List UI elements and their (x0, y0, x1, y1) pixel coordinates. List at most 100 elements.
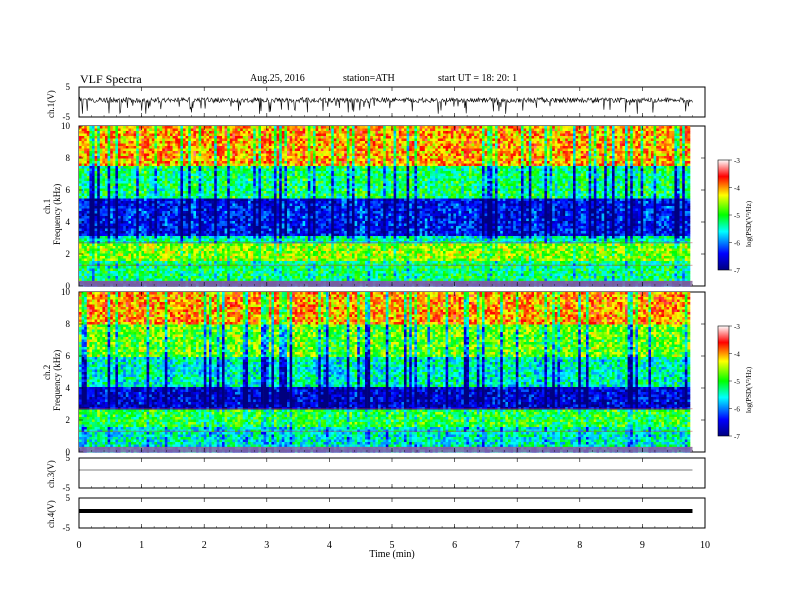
spectrogram-cell (230, 151, 233, 154)
spectrogram-cell (622, 146, 625, 149)
spectrogram-cell (544, 131, 547, 134)
spectrogram-cell (453, 156, 456, 159)
spectrogram-cell (500, 164, 503, 167)
spectrogram-cell (529, 159, 532, 162)
spectrogram-cell (490, 149, 493, 152)
spectrogram-cell (495, 136, 498, 139)
spectrogram-cell (633, 136, 636, 139)
spectrogram-cell (617, 151, 620, 154)
spectrogram-cell (368, 131, 371, 134)
spectrogram-cell (100, 139, 103, 142)
spectrogram-cell (552, 164, 555, 167)
spectrogram-cell (344, 156, 347, 159)
spectrogram-cell (235, 151, 238, 154)
spectrogram-cell (240, 146, 243, 149)
spectrogram-cell (565, 154, 568, 157)
spectrogram-cell (196, 136, 199, 139)
spectrogram-cell (248, 134, 251, 137)
spectrogram-cell (128, 139, 131, 142)
spectrogram-cell (256, 161, 259, 164)
spectrogram-cell (279, 144, 282, 147)
spectrogram-cell (154, 154, 157, 157)
spectrogram-cell (446, 139, 449, 142)
spectrogram-cell (326, 134, 329, 137)
spectrogram-cell (201, 166, 204, 169)
spectrogram-cell (170, 149, 173, 152)
spectrogram-cell (170, 159, 173, 162)
spectrogram-cell (113, 126, 116, 129)
spectrogram-cell (453, 134, 456, 137)
spectrogram-cell (274, 129, 277, 132)
spectrogram-cell (152, 154, 155, 157)
spectrogram-cell (144, 144, 147, 147)
spectrogram-cell (479, 141, 482, 144)
spectrogram-cell (347, 134, 350, 137)
spectrogram-cell (196, 161, 199, 164)
spectrogram-cell (264, 164, 267, 167)
spectrogram-cell (316, 129, 319, 132)
spectrogram-cell (87, 131, 90, 134)
spectrogram-cell (199, 144, 202, 147)
spectrogram-cell (646, 159, 649, 162)
spectrogram-cell (422, 156, 425, 159)
spectrogram-cell (375, 131, 378, 134)
spectrogram-cell (648, 156, 651, 159)
spectrogram-cell (128, 141, 131, 144)
spectrogram-cell (604, 164, 607, 167)
spectrogram-cell (625, 136, 628, 139)
spectrogram-cell (378, 126, 381, 129)
spectrogram-cell (287, 156, 290, 159)
spectrogram-cell (82, 131, 85, 134)
spectrogram-cell (607, 149, 610, 152)
spectrogram-cell (667, 139, 670, 142)
spectrogram-cell (271, 159, 274, 162)
spectrogram-cell (448, 159, 451, 162)
spectrogram-cell (375, 129, 378, 132)
spectrogram-cell (264, 136, 267, 139)
spectrogram-cell (477, 126, 480, 129)
spectrogram-cell (97, 129, 100, 132)
spectrogram-cell (378, 161, 381, 164)
spectrogram-cell (373, 141, 376, 144)
spectrogram-cell (82, 161, 85, 164)
spectrogram-cell (139, 154, 142, 157)
spectrogram-cell (490, 161, 493, 164)
spectrogram-cell (300, 129, 303, 132)
spectrogram-cell (108, 149, 111, 152)
spectrogram-cell (118, 131, 121, 134)
spectrogram-cell (487, 149, 490, 152)
spectrogram-cell (305, 144, 308, 147)
spectrogram-cell (586, 129, 589, 132)
spectrogram-cell (303, 141, 306, 144)
spectrogram-cell (79, 126, 82, 129)
spectrogram-cell (105, 131, 108, 134)
spectrogram-cell (435, 136, 438, 139)
spectrogram-cell (394, 141, 397, 144)
spectrogram-cell (310, 134, 313, 137)
spectrogram-cell (245, 161, 248, 164)
spectrogram-cell (573, 149, 576, 152)
spectrogram-cell (438, 141, 441, 144)
spectrogram-cell (323, 144, 326, 147)
spectrogram-cell (466, 151, 469, 154)
spectrogram-cell (524, 164, 527, 167)
spectrogram-cell (141, 141, 144, 144)
spectrogram-cell (396, 156, 399, 159)
spectrogram-cell (635, 146, 638, 149)
spectrogram-cell (360, 126, 363, 129)
spectrogram-cell (368, 126, 371, 129)
spectrogram-cell (284, 159, 287, 162)
spectrogram-cell (152, 131, 155, 134)
spectrogram-cell (141, 156, 144, 159)
spectrogram-cell (235, 149, 238, 152)
spectrogram-cell (505, 154, 508, 157)
spectrogram-cell (498, 154, 501, 157)
spectrogram-cell (396, 149, 399, 152)
spectrogram-cell (303, 161, 306, 164)
spectrogram-cell (425, 136, 428, 139)
spectrogram-cell (191, 144, 194, 147)
spectrogram-cell (529, 164, 532, 167)
spectrogram-cell (287, 139, 290, 142)
spectrogram-cell (313, 161, 316, 164)
spectrogram-cell (147, 126, 150, 129)
